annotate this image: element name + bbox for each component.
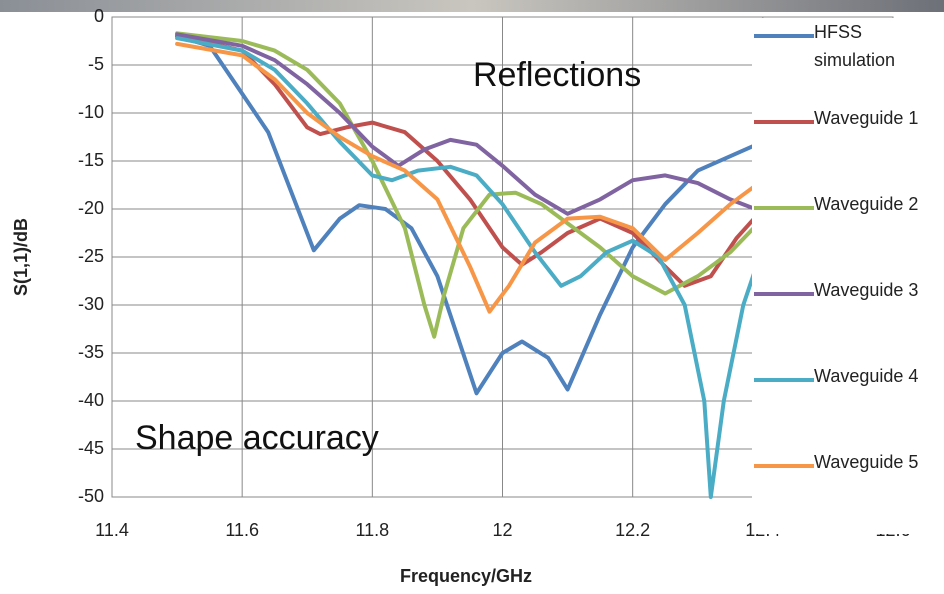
legend-swatch <box>754 34 814 38</box>
y-tick-label: -15 <box>78 150 104 170</box>
legend-label: Waveguide 1 <box>814 108 919 128</box>
series-line <box>175 32 765 216</box>
legend-swatch <box>754 378 814 382</box>
y-tick-label: -20 <box>78 198 104 218</box>
legend-label: Waveguide 5 <box>814 452 919 472</box>
photo-strip <box>0 0 944 12</box>
y-tick-label: -25 <box>78 246 104 266</box>
x-tick-label: 12 <box>492 520 512 540</box>
legend-swatch <box>754 120 814 124</box>
y-axis-title: S(1,1)/dB <box>11 218 31 296</box>
series-line <box>175 41 765 314</box>
y-tick-label: -40 <box>78 390 104 410</box>
legend-item: Waveguide 5 <box>752 448 932 534</box>
annotation: Shape accuracy <box>135 419 379 457</box>
legend-item: HFSS simulation <box>752 18 932 104</box>
x-tick-label: 11.6 <box>225 520 259 540</box>
annotation: Reflections <box>473 56 641 94</box>
legend-swatch <box>754 206 814 210</box>
series-line <box>175 34 765 396</box>
legend-item: Waveguide 2 <box>752 190 932 276</box>
x-axis-title: Frequency/GHz <box>400 566 532 586</box>
legend: HFSS simulation Waveguide 1 Waveguide 2 Wav… <box>752 18 932 534</box>
legend-swatch <box>754 464 814 468</box>
y-tick-label: 0 <box>94 6 104 26</box>
legend-label: Waveguide 3 <box>814 280 919 300</box>
x-tick-label: 11.8 <box>355 520 389 540</box>
x-tick-label: 11.4 <box>95 520 129 540</box>
y-tick-label: -45 <box>78 438 104 458</box>
legend-item: Waveguide 1 <box>752 104 932 190</box>
y-tick-label: -10 <box>78 102 104 122</box>
legend-label: HFSS simulation <box>814 22 896 70</box>
legend-label: Waveguide 2 <box>814 194 919 214</box>
y-tick-label: -5 <box>88 54 104 74</box>
legend-swatch <box>754 292 814 296</box>
y-tick-label: -50 <box>78 486 104 506</box>
legend-label: Waveguide 4 <box>814 366 919 386</box>
x-tick-label: 12.2 <box>615 520 650 540</box>
legend-item: Waveguide 4 <box>752 362 932 448</box>
y-tick-label: -35 <box>78 342 104 362</box>
legend-item: Waveguide 3 <box>752 276 932 362</box>
series-line <box>175 34 765 288</box>
series-line <box>175 31 765 339</box>
y-tick-label: -30 <box>78 294 104 314</box>
